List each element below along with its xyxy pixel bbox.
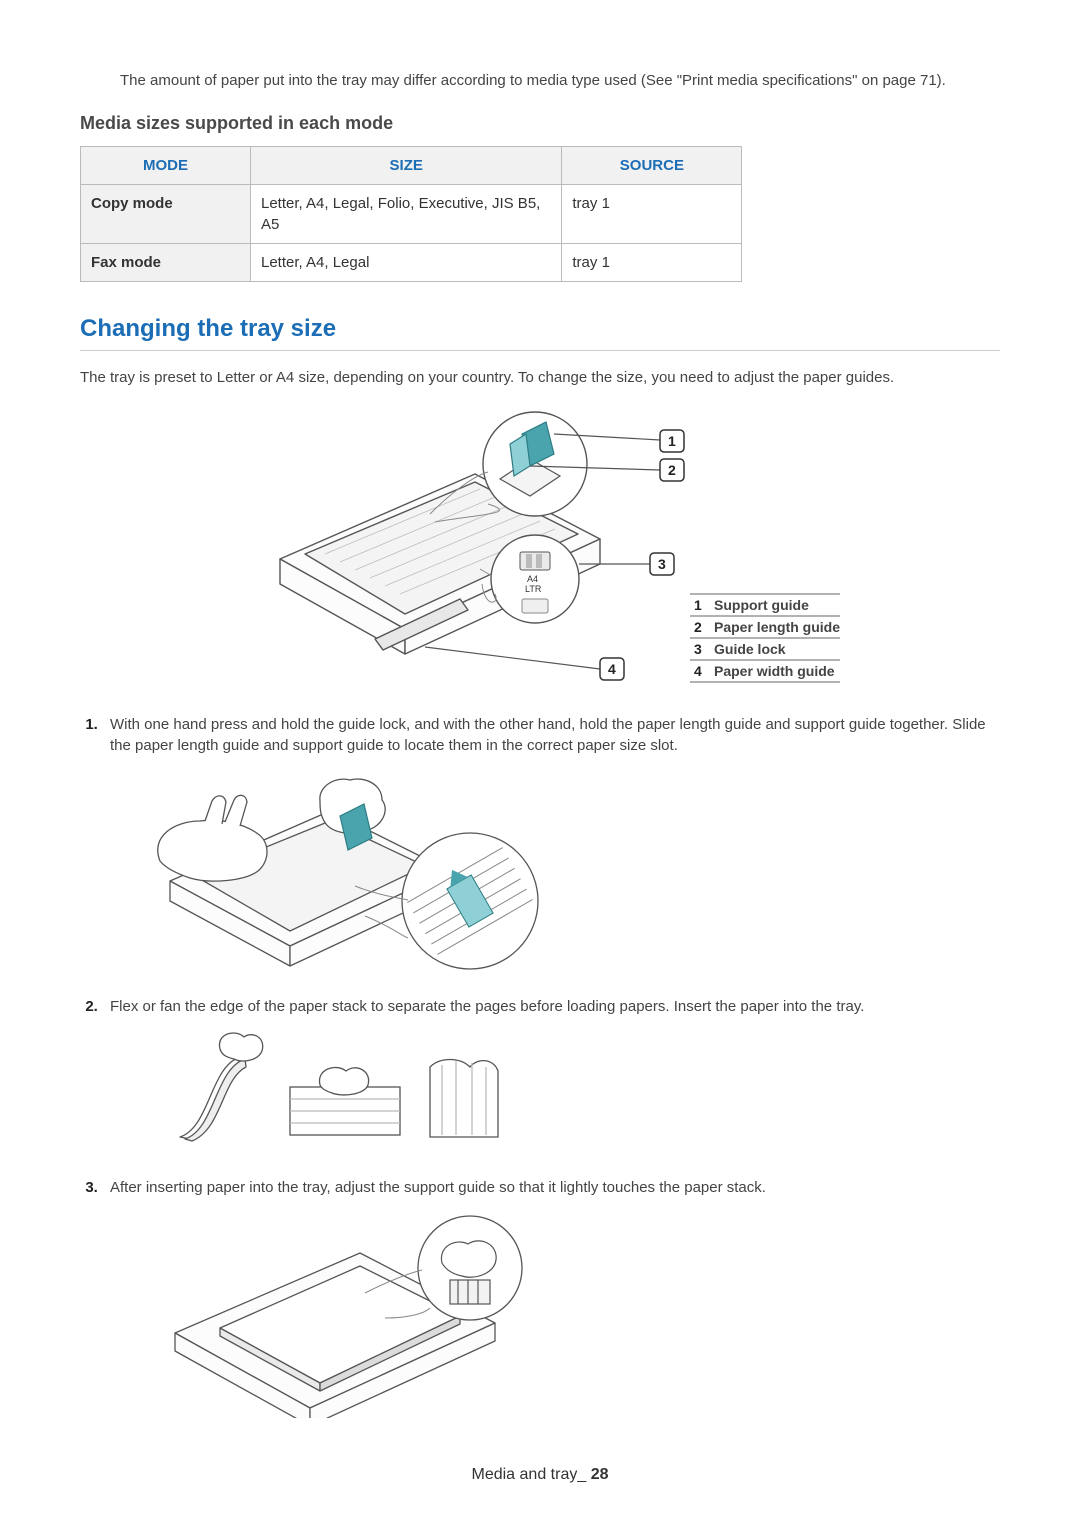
step-2: Flex or fan the edge of the paper stack …: [102, 996, 1000, 1163]
figure-tray-overview: A4 LTR 1 2 3 4 1 Support guide 2: [80, 404, 1000, 700]
detail-label-ltr: LTR: [525, 584, 542, 594]
legend-num: 1: [694, 597, 702, 613]
legend-label: Support guide: [714, 597, 809, 613]
legend-num: 3: [694, 641, 702, 657]
cell-size: Letter, A4, Legal: [251, 244, 562, 282]
cell-mode: Fax mode: [81, 244, 251, 282]
steps-list: With one hand press and hold the guide l…: [102, 714, 1000, 1424]
step-text: Flex or fan the edge of the paper stack …: [110, 998, 864, 1015]
legend-num: 2: [694, 619, 702, 635]
cell-source: tray 1: [562, 244, 742, 282]
table-row: Copy mode Letter, A4, Legal, Folio, Exec…: [81, 185, 742, 244]
step-text: After inserting paper into the tray, adj…: [110, 1179, 766, 1196]
cell-size: Letter, A4, Legal, Folio, Executive, JIS…: [251, 185, 562, 244]
media-sizes-table: MODE SIZE SOURCE Copy mode Letter, A4, L…: [80, 146, 742, 282]
page-number: 28: [591, 1466, 609, 1483]
section-title: Changing the tray size: [80, 312, 1000, 351]
step-1: With one hand press and hold the guide l…: [102, 714, 1000, 982]
page-footer: Media and tray_ 28: [80, 1464, 1000, 1486]
step-text: With one hand press and hold the guide l…: [110, 716, 986, 754]
intro-note: The amount of paper put into the tray ma…: [120, 70, 1000, 91]
callout-4: 4: [608, 661, 616, 677]
tray-overview-svg: A4 LTR 1 2 3 4 1 Support guide 2: [230, 404, 850, 694]
legend-label: Paper length guide: [714, 619, 840, 635]
col-mode: MODE: [81, 147, 251, 185]
cell-mode: Copy mode: [81, 185, 251, 244]
step-3: After inserting paper into the tray, adj…: [102, 1177, 1000, 1424]
cell-source: tray 1: [562, 185, 742, 244]
figure-step3: [150, 1208, 1000, 1424]
table-row: Fax mode Letter, A4, Legal tray 1: [81, 244, 742, 282]
callout-legend: 1 Support guide 2 Paper length guide 3 G…: [690, 594, 840, 682]
detail-label-a4: A4: [527, 574, 538, 584]
media-sizes-heading: Media sizes supported in each mode: [80, 111, 1000, 136]
chapter-label: Media and tray_: [472, 1466, 587, 1483]
col-size: SIZE: [251, 147, 562, 185]
col-source: SOURCE: [562, 147, 742, 185]
legend-label: Paper width guide: [714, 663, 835, 679]
figure-step2: [150, 1027, 1000, 1163]
section-intro: The tray is preset to Letter or A4 size,…: [80, 367, 1000, 388]
callout-2: 2: [668, 462, 676, 478]
legend-label: Guide lock: [714, 641, 786, 657]
legend-num: 4: [694, 663, 702, 679]
figure-step1: [150, 766, 1000, 982]
callout-1: 1: [668, 433, 676, 449]
callout-3: 3: [658, 556, 666, 572]
